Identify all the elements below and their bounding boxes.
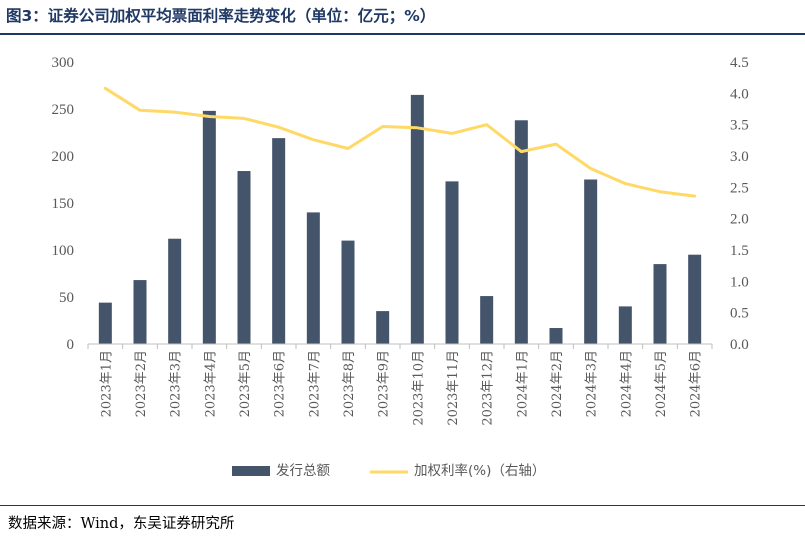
y-right-tick-label: 0.5	[730, 306, 749, 322]
x-tick-label: 2023年11月	[446, 350, 461, 426]
x-tick-label: 2023年1月	[99, 350, 114, 417]
bar-7	[306, 212, 320, 344]
y-right-tick-label: 1.0	[730, 274, 749, 290]
x-tick-label: 2023年5月	[238, 350, 253, 417]
bar-16	[618, 306, 632, 344]
y-right-tick-label: 1.5	[730, 243, 749, 259]
legend-label-line: 加权利率(%)（右轴）	[414, 462, 545, 479]
x-tick-label: 2023年7月	[307, 350, 322, 417]
bar-1	[98, 302, 112, 344]
chart-title: 图3：证券公司加权平均票面利率走势变化（单位：亿元；%）	[6, 7, 436, 25]
bar-11	[445, 181, 459, 344]
bar-8	[341, 240, 355, 344]
y-left-tick-label: 50	[59, 290, 74, 306]
x-tick-label: 2023年4月	[203, 350, 218, 417]
y-left-tick-label: 300	[52, 55, 75, 71]
bar-6	[272, 138, 286, 344]
bar-10	[410, 94, 424, 345]
y-right-tick-label: 2.5	[730, 180, 749, 196]
y-left-tick-label: 200	[52, 149, 75, 165]
rate-line	[103, 86, 697, 198]
x-tick-label: 2024年6月	[689, 350, 704, 417]
x-tick-label: 2023年10月	[411, 350, 426, 426]
bar-13	[514, 120, 528, 344]
y-left-tick-label: 150	[52, 196, 75, 212]
x-tick-label: 2024年1月	[515, 350, 530, 417]
bar-3	[168, 238, 182, 344]
source-rule	[0, 505, 805, 506]
bar-15	[584, 179, 598, 344]
x-tick-label: 2023年6月	[273, 350, 288, 417]
x-tick-label: 2024年2月	[550, 350, 565, 417]
bar-17	[653, 264, 667, 344]
y-left-tick-label: 100	[52, 243, 75, 259]
y-right-tick-label: 3.5	[730, 118, 749, 134]
bar-18	[688, 254, 702, 344]
bar-9	[376, 311, 390, 344]
y-right-tick-label: 4.0	[730, 86, 749, 102]
x-tick-label: 2024年3月	[585, 350, 600, 417]
bar-14	[549, 328, 563, 344]
x-tick-label: 2023年9月	[377, 350, 392, 417]
bar-12	[480, 296, 494, 344]
x-tick-label: 2023年8月	[342, 350, 357, 417]
bar-4	[202, 110, 216, 344]
x-tick-label: 2024年5月	[654, 350, 669, 417]
y-left-tick-label: 250	[52, 102, 75, 118]
y-right-tick-label: 3.0	[730, 149, 749, 165]
bar-5	[237, 171, 251, 344]
legend-swatch-bar	[232, 466, 270, 476]
y-right-tick-label: 2.0	[730, 212, 749, 228]
title-rule	[0, 33, 805, 35]
x-tick-label: 2024年4月	[619, 350, 634, 417]
legend-label-bar: 发行总额	[276, 463, 330, 479]
chart-canvas: 0 50 100 150 200 250 300 0.0 0.5 1.0 1.5 2.0 2.5 3.0 3…	[52, 55, 749, 479]
bar-2	[133, 280, 147, 344]
source-note: 数据来源：Wind，东吴证券研究所	[8, 516, 235, 532]
x-tick-label: 2023年2月	[134, 350, 149, 417]
y-right-tick-label: 4.5	[730, 55, 749, 71]
x-tick-label: 2023年3月	[169, 350, 184, 417]
x-tick-label: 2023年12月	[481, 350, 496, 426]
y-left-tick-label: 0	[67, 337, 75, 353]
y-right-tick-label: 0.0	[730, 337, 749, 353]
